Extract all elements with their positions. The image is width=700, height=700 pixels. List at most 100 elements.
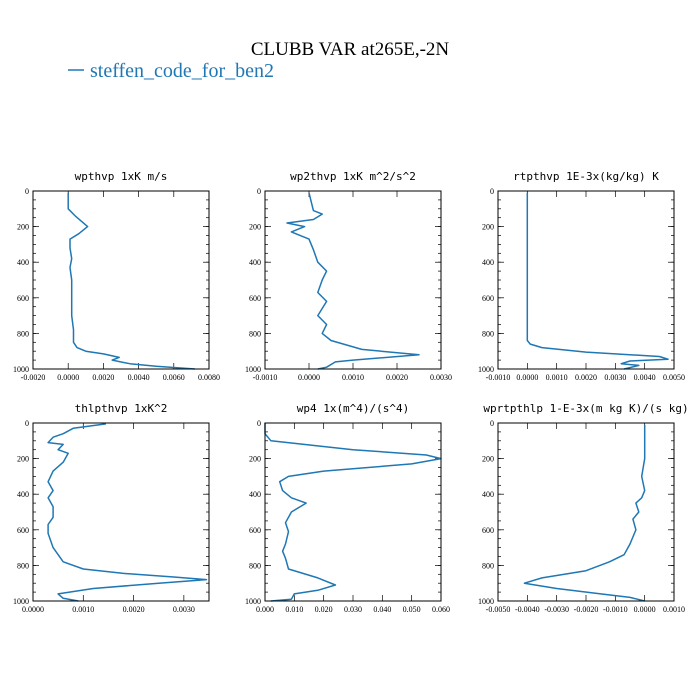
y-tick-label: 200	[249, 455, 261, 464]
series-line	[286, 192, 420, 370]
y-tick-label: 1000	[13, 365, 29, 374]
x-tick-label: 0.0020	[92, 373, 114, 382]
x-tick-label: 0.0030	[173, 605, 195, 614]
y-tick-label: 1000	[13, 597, 29, 606]
x-tick-label: 0.0020	[123, 605, 145, 614]
plot-frame	[32, 190, 210, 370]
x-tick-label: 0.030	[344, 605, 362, 614]
plot-frame	[497, 190, 675, 370]
x-tick-label: 0.0080	[198, 373, 220, 382]
y-tick-label: 600	[249, 526, 261, 535]
y-tick-label: 400	[249, 490, 261, 499]
panel-3: rtpthvp 1E-3x(kg/kg) K 0 200 400 600 800 1000-…	[478, 170, 685, 382]
legend: steffen_code_for_ben2	[68, 60, 274, 82]
x-tick-label: 0.0060	[163, 373, 185, 382]
y-tick-label: 200	[17, 223, 29, 232]
plot-frame	[264, 190, 442, 370]
y-tick-label: 1000	[478, 597, 494, 606]
x-tick-label: 0.0050	[663, 373, 685, 382]
x-tick-label: -0.0050	[486, 605, 511, 614]
plot-frame	[497, 422, 675, 602]
y-tick-label: 800	[482, 561, 494, 570]
series-line	[526, 192, 669, 370]
x-tick-label: 0.0000	[22, 605, 44, 614]
y-tick-label: 1000	[245, 365, 261, 374]
y-tick-label: 600	[249, 294, 261, 303]
x-tick-label: -0.0040	[515, 605, 540, 614]
x-tick-label: -0.0010	[486, 373, 511, 382]
x-tick-label: -0.0010	[253, 373, 278, 382]
x-tick-label: 0.0000	[634, 605, 656, 614]
plot-frame	[264, 422, 442, 602]
x-tick-label: -0.0020	[574, 605, 599, 614]
legend-label: steffen_code_for_ben2	[90, 60, 274, 82]
x-tick-label: 0.000	[256, 605, 274, 614]
panel-title: rtpthvp 1E-3x(kg/kg) K	[513, 170, 659, 183]
series-line	[67, 192, 195, 370]
panel-6: wprtpthlp 1-E-3x(m kg K)/(s kg) 0 200 400 60…	[478, 402, 689, 614]
series-line	[264, 423, 442, 602]
x-tick-label: -0.0010	[603, 605, 628, 614]
y-tick-label: 200	[249, 223, 261, 232]
x-tick-label: -0.0030	[544, 605, 569, 614]
y-tick-label: 400	[249, 258, 261, 267]
y-tick-label: 800	[17, 329, 29, 338]
plot-frame	[32, 422, 210, 602]
x-tick-label: 0.040	[373, 605, 391, 614]
y-tick-label: 600	[17, 526, 29, 535]
y-tick-label: 600	[482, 526, 494, 535]
y-tick-label: 800	[249, 561, 261, 570]
y-tick-label: 400	[482, 490, 494, 499]
x-tick-label: 0.0000	[57, 373, 79, 382]
y-tick-label: 200	[482, 223, 494, 232]
panel-title: thlpthvp 1xK^2	[75, 402, 168, 415]
series-line	[47, 423, 208, 602]
x-tick-label: 0.050	[403, 605, 421, 614]
x-tick-label: 0.0020	[575, 373, 597, 382]
figure-title: CLUBB VAR at265E,-2N	[251, 39, 450, 60]
y-tick-label: 0	[490, 187, 494, 196]
x-tick-label: 0.020	[315, 605, 333, 614]
y-tick-label: 400	[17, 490, 29, 499]
x-tick-label: 0.010	[285, 605, 303, 614]
y-tick-label: 400	[482, 258, 494, 267]
panel-title: wp2thvp 1xK m^2/s^2	[290, 170, 416, 183]
x-tick-label: 0.0040	[128, 373, 150, 382]
x-tick-label: -0.0020	[21, 373, 46, 382]
y-tick-label: 0	[490, 419, 494, 428]
x-tick-label: 0.0020	[386, 373, 408, 382]
series-line	[523, 424, 646, 602]
y-tick-label: 800	[482, 329, 494, 338]
y-tick-label: 400	[17, 258, 29, 267]
panel-title: wprtpthlp 1-E-3x(m kg K)/(s kg)	[483, 402, 688, 415]
x-tick-label: 0.060	[432, 605, 450, 614]
x-tick-label: 0.0030	[604, 373, 626, 382]
y-tick-label: 800	[17, 561, 29, 570]
panel-2: wp2thvp 1xK m^2/s^2 0 200 400 600 800 1000-0.0…	[245, 170, 452, 382]
x-tick-label: 0.0010	[663, 605, 685, 614]
y-tick-label: 200	[482, 455, 494, 464]
y-tick-label: 0	[257, 419, 261, 428]
x-tick-label: 0.0040	[634, 373, 656, 382]
x-tick-label: 0.0010	[342, 373, 364, 382]
x-tick-label: 0.0010	[546, 373, 568, 382]
panel-title: wp4 1x(m^4)/(s^4)	[297, 402, 410, 415]
x-tick-label: 0.0000	[298, 373, 320, 382]
y-tick-label: 600	[482, 294, 494, 303]
y-tick-label: 1000	[478, 365, 494, 374]
y-tick-label: 0	[25, 419, 29, 428]
y-tick-label: 0	[257, 187, 261, 196]
x-tick-label: 0.0000	[516, 373, 538, 382]
y-tick-label: 0	[25, 187, 29, 196]
panel-title: wpthvp 1xK m/s	[75, 170, 168, 183]
panel-1: wpthvp 1xK m/s 0 200 400 600 800 1000-0.0020 0.…	[13, 170, 220, 382]
y-tick-label: 600	[17, 294, 29, 303]
x-tick-label: 0.0030	[430, 373, 452, 382]
y-tick-label: 1000	[245, 597, 261, 606]
x-tick-label: 0.0010	[72, 605, 94, 614]
y-tick-label: 200	[17, 455, 29, 464]
